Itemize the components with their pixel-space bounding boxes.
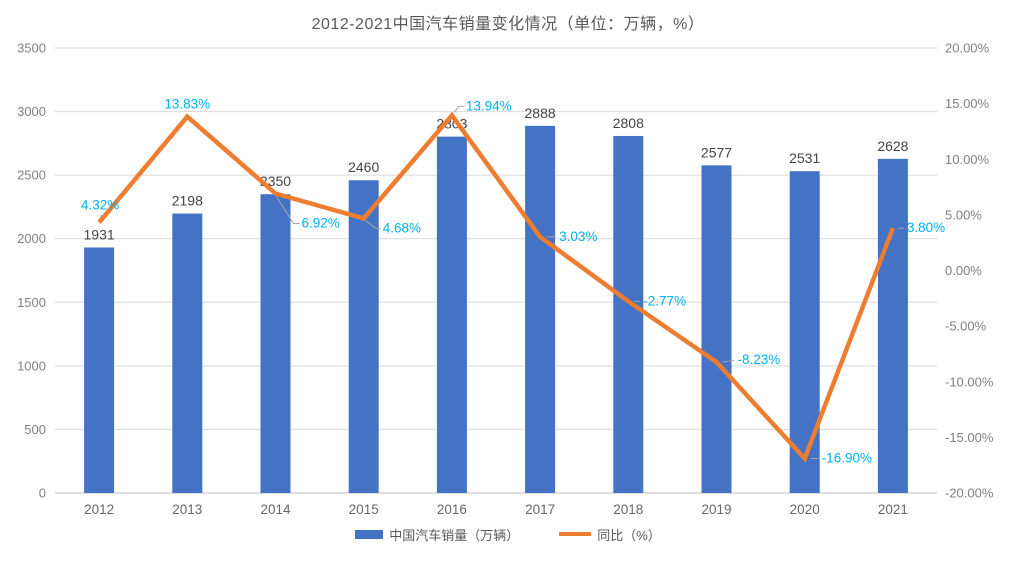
right-axis-tick: -10.00% [945,374,994,389]
yoy-line-series [97,111,896,463]
yoy-point-label: 13.83% [164,97,210,112]
bar-value-label: 2888 [525,105,556,121]
bar-value-label: 2577 [701,144,732,160]
x-axis-label: 2013 [172,502,202,517]
callout-leader-line [722,359,735,363]
callout-leader-line [453,105,464,113]
left-axis-tick: 500 [24,422,46,437]
right-axis-tick: 5.00% [945,207,982,222]
line-series-swatch-icon [559,532,592,536]
left-axis-tick: 1000 [17,358,46,373]
left-axis-tick: 3500 [17,41,46,56]
yoy-point-label: 3.80% [907,220,945,235]
bar-series-swatch-icon [355,529,384,539]
left-axis-tick: 2000 [17,231,46,246]
right-axis-tick: 20.00% [945,41,990,56]
right-axis-tick: 15.00% [945,96,990,111]
legend-label-yoy: 同比（%） [597,527,661,543]
x-axis-label: 2016 [437,502,467,517]
x-axis-label: 2017 [525,502,555,517]
right-axis-tick: 10.00% [945,152,990,167]
x-axis-label: 2021 [878,502,908,517]
yoy-point-label: 4.32% [81,197,119,212]
bar-2012 [84,247,115,493]
right-axis-tick: -20.00% [945,486,994,501]
chart-title: 2012-2021中国汽车销量变化情况（单位：万辆，%） [311,16,705,33]
x-axis-label: 2018 [613,502,643,517]
bar-2021 [877,158,908,493]
right-axis-tick: 0.00% [945,263,982,278]
bar-2018 [613,135,644,494]
x-axis-label: 2012 [84,502,114,517]
x-axis-label: 2015 [349,502,379,517]
chart-legend: 中国汽车销量（万辆） 同比（%） [0,525,1016,543]
bar-2019 [701,165,732,494]
callout-leader-line [276,196,300,225]
right-axis-tick: -5.00% [945,319,987,334]
bar-value-label: 2531 [789,150,820,166]
legend-item-yoy: 同比（%） [559,525,661,544]
yoy-point-label: 3.03% [559,229,597,244]
x-axis-label: 2014 [260,502,291,517]
left-axis-tick: 3000 [17,104,46,119]
bar-value-label: 2628 [877,138,908,154]
left-axis-tick: 2500 [17,168,46,183]
bar-2014 [260,194,291,493]
right-axis-tick: -15.00% [945,430,994,445]
legend-item-sales: 中国汽车销量（万辆） [355,525,519,544]
bar-2016 [436,136,467,493]
left-axis-tick: 1500 [17,295,46,310]
yoy-point-label: 6.92% [302,216,340,231]
left-axis-tick: 0 [39,486,46,501]
yoy-point-label: 13.94% [466,98,512,113]
legend-label-sales: 中国汽车销量（万辆） [389,527,520,543]
bar-2013 [172,213,203,494]
bar-value-label: 2460 [348,159,379,175]
callout-leader-line [365,220,381,229]
bar-value-label: 2808 [613,115,644,131]
bar-value-label: 2198 [172,193,203,209]
yoy-point-label: -8.23% [738,352,781,367]
yoy-point-label: -2.77% [643,293,686,308]
yoy-point-label: 4.68% [383,220,421,235]
bar-value-label: 1931 [84,226,115,242]
bar-2017 [525,125,556,493]
x-axis-label: 2020 [790,502,820,517]
bar-2015 [348,180,379,493]
x-axis-label: 2019 [701,502,731,517]
yoy-point-label: -16.90% [822,451,872,466]
bar-2020 [789,171,820,494]
